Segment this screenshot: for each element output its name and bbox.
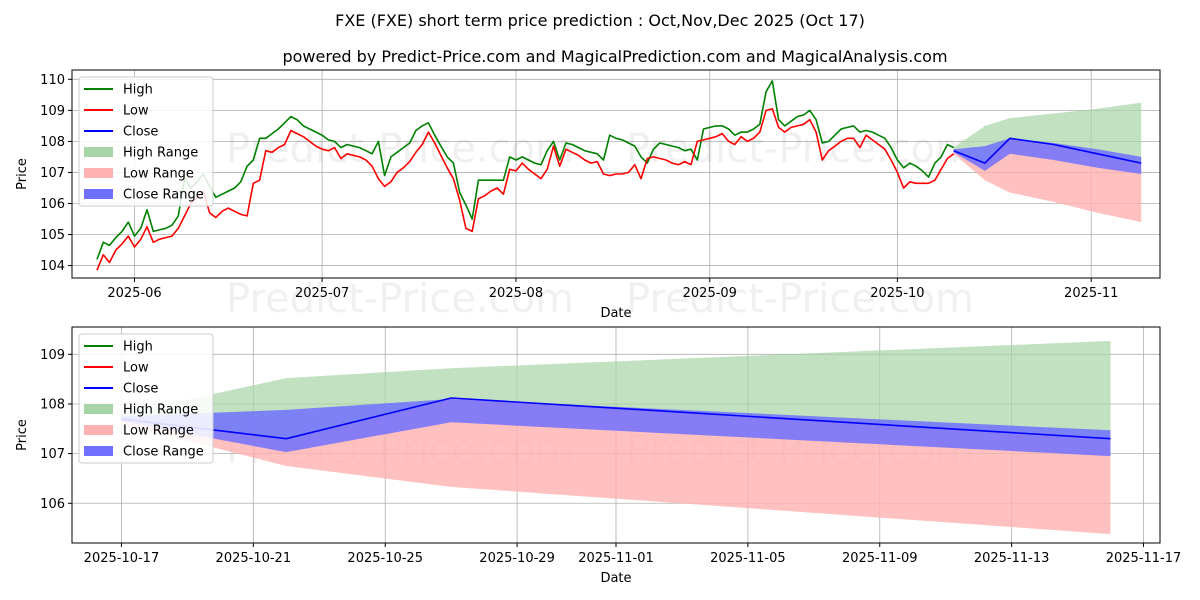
legend-label-low: Low (123, 104, 149, 119)
legend-label-high: High (123, 83, 153, 98)
close-forecast-line (953, 137, 1142, 164)
x-tick-label: 2025-11-01 (578, 551, 654, 566)
x-tick-label: 2025-10-21 (216, 551, 292, 566)
legend-swatch-low-range (84, 168, 113, 178)
legend-label-close-range: Close Range (123, 445, 204, 460)
legend-label-high-range: High Range (123, 146, 198, 161)
x-tick-label: 2025-08 (489, 286, 543, 301)
y-tick-label: 107 (40, 447, 65, 462)
legend: High Low Close High Range Low Range Close Ran… (78, 76, 214, 207)
y-axis-label: Price (15, 419, 30, 451)
x-tick-label: 2025-09 (683, 286, 737, 301)
y-tick-label: 109 (40, 348, 65, 363)
x-tick-label: 2025-11-13 (974, 551, 1050, 566)
y-tick-label: 104 (40, 259, 65, 274)
legend: High Low Close High Range Low Range Close Ran… (78, 333, 214, 464)
close-range-band (121, 399, 1111, 457)
watermark: Predict-Price.com (226, 276, 574, 322)
legend-swatch-high-range (84, 147, 113, 157)
watermark: Predict-Price.com (626, 276, 974, 322)
legend-label-low: Low (123, 361, 149, 376)
x-tick-label: 2025-10-29 (479, 551, 555, 566)
legend-label-close: Close (123, 125, 158, 140)
high-series-line (96, 80, 955, 260)
y-tick-label: 105 (40, 228, 65, 243)
chart-title: FXE (FXE) short term price prediction : … (335, 11, 865, 30)
x-axis-label: Date (600, 306, 631, 321)
y-axis-label: Price (15, 158, 30, 190)
legend-label-low-range: Low Range (123, 424, 194, 439)
high-range-band (953, 102, 1142, 164)
y-tick-label: 108 (40, 397, 65, 412)
x-tick-label: 2025-10-17 (84, 551, 160, 566)
y-tick-label: 107 (40, 166, 65, 181)
y-tick-label: 106 (40, 197, 65, 212)
chart-subtitle: powered by Predict-Price.com and Magical… (282, 47, 947, 66)
legend-label-close: Close (123, 382, 158, 397)
x-tick-label: 2025-10 (870, 286, 924, 301)
legend-label-high: High (123, 340, 153, 355)
x-tick-label: 2025-10-25 (347, 551, 423, 566)
low-series-line (96, 108, 955, 271)
legend-swatch-low-range (84, 425, 113, 435)
x-tick-label: 2025-06 (107, 286, 161, 301)
watermark: Predict-Price.com (226, 126, 574, 172)
x-tick-label: 2025-07 (295, 286, 349, 301)
x-tick-label: 2025-11-17 (1106, 551, 1182, 566)
y-tick-label: 108 (40, 135, 65, 150)
legend-label-close-range: Close Range (123, 188, 204, 203)
legend-swatch-high-range (84, 404, 113, 414)
y-tick-label: 106 (40, 497, 65, 512)
legend-label-low-range: Low Range (123, 167, 194, 182)
axes-frame (71, 69, 1161, 279)
x-tick-label: 2025-11 (1064, 286, 1118, 301)
bottom-chart-panel: Predict-Price.comPredict-Price.com106107… (15, 326, 1182, 586)
legend-label-high-range: High Range (123, 403, 198, 418)
y-tick-label: 109 (40, 104, 65, 119)
y-tick-label: 110 (40, 73, 65, 88)
x-tick-label: 2025-11-05 (710, 551, 786, 566)
watermark: Predict-Price.com (626, 126, 974, 172)
top-chart-panel: Predict-Price.com Predict-Price.com Predic… (15, 69, 1161, 322)
x-axis-label: Date (600, 571, 631, 586)
legend-swatch-close-range (84, 189, 113, 199)
x-tick-label: 2025-11-09 (842, 551, 918, 566)
legend-swatch-close-range (84, 446, 113, 456)
